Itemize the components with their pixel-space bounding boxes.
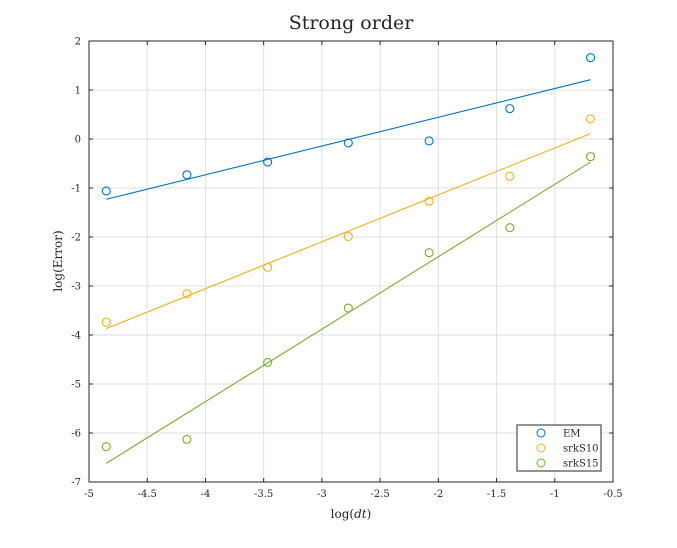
- x-tick-label: -4.5: [138, 489, 157, 500]
- legend-marker-srks15: [536, 458, 546, 468]
- legend-label-srks10: srkS10: [563, 444, 599, 455]
- data-point-srks10: [182, 289, 192, 299]
- data-point-srks15: [585, 152, 596, 162]
- data-point-em: [424, 136, 434, 146]
- y-tick-label: -4: [71, 331, 81, 342]
- chart-title: Strong order: [289, 12, 415, 34]
- data-point-em: [585, 53, 596, 63]
- x-tick-label: -4: [201, 489, 211, 500]
- data-point-srks10: [101, 317, 111, 327]
- y-axis-label: log(Error): [51, 230, 65, 291]
- x-tick-label: -2.5: [370, 489, 389, 500]
- y-tick-label: -1: [71, 184, 81, 195]
- y-tick-label: -5: [71, 380, 81, 391]
- data-point-em: [505, 104, 515, 114]
- x-axis-label: log(dt): [331, 507, 372, 521]
- legend: EM srkS10 srkS15: [516, 424, 602, 472]
- y-tick-label: 2: [75, 37, 81, 48]
- data-points: [101, 53, 596, 452]
- data-point-srks10: [343, 231, 353, 242]
- fit-line-srks15: [105, 161, 591, 464]
- x-tick-label: -3.5: [254, 489, 273, 500]
- fit-lines: [105, 79, 591, 464]
- legend-label-srks15: srkS15: [563, 459, 599, 470]
- data-point-srks15: [182, 434, 192, 444]
- data-point-em: [101, 186, 111, 196]
- data-point-srks10: [424, 196, 434, 206]
- x-tick-label: -1: [550, 489, 560, 500]
- y-axis: -7 -6 -5 -4 -3 -2 -1 0 1 2: [71, 37, 613, 489]
- data-point-em: [343, 138, 353, 148]
- legend-marker-em: [536, 428, 546, 438]
- legend-label-em: EM: [563, 429, 581, 440]
- x-tick-label: -3: [317, 489, 327, 500]
- data-point-srks10: [505, 171, 515, 181]
- data-point-srks15: [505, 223, 515, 233]
- x-axis: -5 -4.5 -4 -3.5 -3 -2.5 -2 -1.5 -1 -0.5: [84, 41, 623, 500]
- x-tick-label: -2: [433, 489, 443, 500]
- data-point-srks15: [263, 357, 273, 367]
- legend-box: [516, 424, 602, 472]
- grid: [88, 40, 614, 483]
- data-point-em: [182, 170, 192, 180]
- x-tick-label: -0.5: [603, 489, 622, 500]
- fit-line-srks10: [106, 133, 591, 330]
- data-point-em: [263, 157, 273, 167]
- legend-marker-srks10: [536, 443, 546, 453]
- y-tick-label: -7: [71, 478, 81, 489]
- data-point-srks10: [585, 114, 596, 124]
- y-tick-label: 0: [75, 135, 81, 146]
- plot-area-frame: [88, 40, 614, 483]
- data-point-srks10: [263, 262, 273, 272]
- y-tick-label: -2: [71, 233, 81, 244]
- y-tick-label: -6: [71, 429, 81, 440]
- x-tick-label: -5: [84, 489, 94, 500]
- data-point-srks15: [101, 442, 111, 452]
- fit-line-em: [106, 79, 591, 200]
- data-point-srks15: [424, 248, 434, 258]
- x-tick-label: -1.5: [487, 489, 506, 500]
- y-tick-label: -3: [71, 282, 81, 293]
- y-tick-label: 1: [75, 86, 81, 97]
- data-point-srks15: [343, 303, 353, 313]
